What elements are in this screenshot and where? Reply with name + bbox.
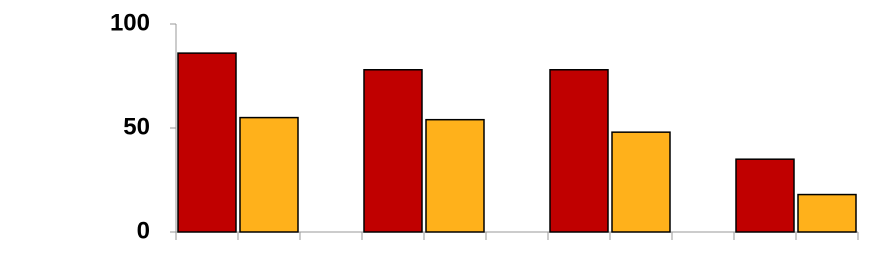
bar bbox=[797, 193, 857, 233]
bar bbox=[363, 69, 423, 233]
y-tick-label: 50 bbox=[123, 113, 150, 140]
bar bbox=[611, 131, 671, 233]
y-tick-label: 0 bbox=[137, 217, 150, 244]
bar bbox=[549, 69, 609, 233]
bar bbox=[425, 118, 485, 233]
y-tick-label: 100 bbox=[110, 9, 150, 36]
bar bbox=[735, 158, 795, 233]
bar bbox=[177, 52, 237, 233]
bar bbox=[239, 116, 299, 233]
